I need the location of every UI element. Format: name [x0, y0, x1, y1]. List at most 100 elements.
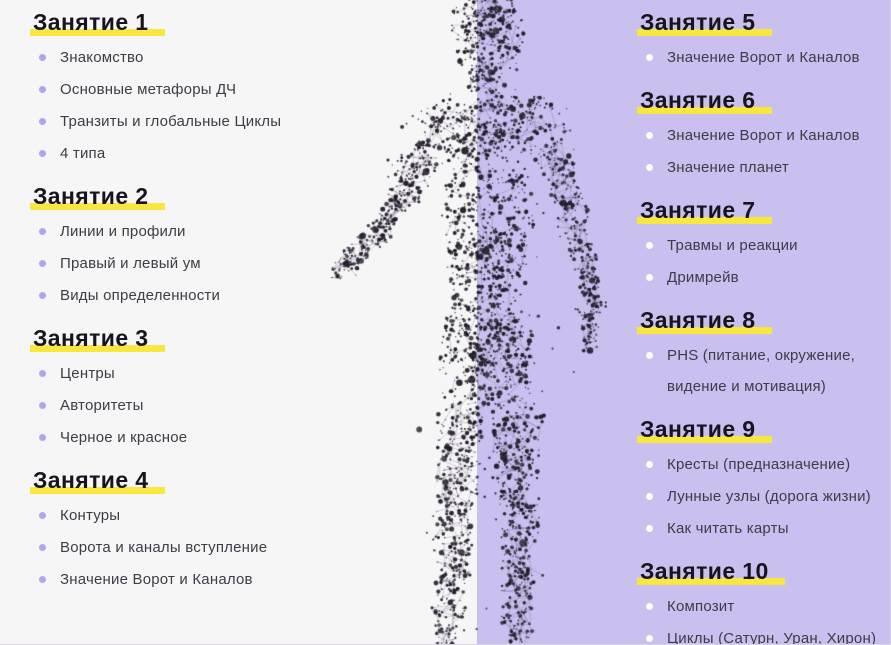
list-item-text: Циклы (Сатурн, Уран, Хирон) [667, 630, 877, 645]
list-item: Основные метафоры ДЧ [33, 74, 343, 105]
bullet-icon [39, 260, 46, 267]
lesson-title-text: Занятие 8 [637, 307, 772, 334]
lesson-title-text: Занятие 6 [637, 87, 772, 114]
list-item: Кресты (предназначение) [640, 449, 890, 480]
lessons-column-right: Занятие 5 Значение Ворот и Каналов Занят… [637, 6, 890, 645]
list-item: Значение Ворот и Каналов [640, 120, 890, 151]
lesson-title-text: Занятие 7 [637, 197, 772, 224]
bullet-icon [646, 525, 653, 532]
bullet-icon [646, 132, 653, 139]
bullet-icon [39, 292, 46, 299]
bullet-icon [39, 512, 46, 519]
list-item-text: Значение Ворот и Каналов [667, 127, 860, 144]
list-item: Контуры [33, 500, 343, 531]
bullet-icon [646, 603, 653, 610]
lesson-title-text: Занятие 1 [30, 9, 165, 36]
lesson-section: Занятие 6 Значение Ворот и Каналов Значе… [637, 84, 890, 183]
list-item-text: PHS (питание, окружение, видение и мотив… [667, 347, 855, 395]
lesson-section: Занятие 8 PHS (питание, окружение, виден… [637, 304, 890, 402]
list-item: 4 типа [33, 138, 343, 169]
list-item-text: Центры [60, 365, 115, 382]
list-item-text: Правый и левый ум [60, 255, 201, 272]
bullet-icon [646, 493, 653, 500]
lesson-item-list: Кресты (предназначение) Лунные узлы (дор… [640, 449, 890, 544]
lesson-item-list: Травмы и реакции Дримрейв [640, 230, 890, 293]
list-item-text: Знакомство [60, 49, 144, 66]
bullet-icon [646, 635, 653, 642]
list-item-text: Как читать карты [667, 520, 789, 537]
lesson-section: Занятие 2 Линии и профили Правый и левый… [30, 180, 343, 311]
bullet-icon [39, 402, 46, 409]
list-item: Значение Ворот и Каналов [640, 42, 890, 73]
bullet-icon [646, 352, 653, 359]
list-item: Значение планет [640, 152, 890, 183]
bullet-icon [39, 370, 46, 377]
list-item-text: Кресты (предназначение) [667, 456, 851, 473]
lesson-title-text: Занятие 3 [30, 325, 165, 352]
list-item: Линии и профили [33, 216, 343, 247]
bullet-icon [39, 118, 46, 125]
bullet-icon [39, 86, 46, 93]
bullet-icon [39, 54, 46, 61]
list-item: Лунные узлы (дорога жизни) [640, 481, 890, 512]
lesson-section: Занятие 5 Значение Ворот и Каналов [637, 6, 890, 73]
list-item-text: Дримрейв [667, 269, 739, 286]
list-item: Виды определенности [33, 280, 343, 311]
bullet-icon [39, 544, 46, 551]
lesson-item-list: Значение Ворот и Каналов Значение планет [640, 120, 890, 183]
list-item-text: Линии и профили [60, 223, 186, 240]
list-item: Транзиты и глобальные Циклы [33, 106, 343, 137]
lesson-section: Занятие 1 Знакомство Основные метафоры Д… [30, 6, 343, 169]
list-item: Значение Ворот и Каналов [33, 564, 343, 595]
list-item-text: Виды определенности [60, 287, 221, 304]
lesson-section: Занятие 10 Композит Циклы (Сатурн, Уран,… [637, 555, 890, 645]
bullet-icon [39, 150, 46, 157]
list-item: Композит [640, 591, 890, 622]
list-item: Черное и красное [33, 422, 343, 453]
list-item-text: Травмы и реакции [667, 237, 798, 254]
list-item: PHS (питание, окружение, видение и мотив… [640, 340, 890, 402]
list-item-text: Значение планет [667, 159, 789, 176]
lesson-item-list: Центры Авторитеты Черное и красное [33, 358, 343, 453]
bullet-icon [646, 242, 653, 249]
lessons-column-left: Занятие 1 Знакомство Основные метафоры Д… [30, 6, 343, 606]
lesson-item-list: PHS (питание, окружение, видение и мотив… [640, 340, 890, 402]
bullet-icon [39, 228, 46, 235]
bullet-icon [646, 461, 653, 468]
lesson-title-text: Занятие 9 [637, 416, 772, 443]
lesson-title-text: Занятие 10 [637, 558, 785, 585]
lesson-title: Занятие 8 [637, 304, 890, 336]
lesson-title: Занятие 7 [637, 194, 890, 226]
list-item-text: Лунные узлы (дорога жизни) [667, 488, 871, 505]
list-item: Авторитеты [33, 390, 343, 421]
list-item-text: Авторитеты [60, 397, 144, 414]
lesson-item-list: Линии и профили Правый и левый ум Виды о… [33, 216, 343, 311]
list-item-text: Контуры [60, 507, 121, 524]
bullet-icon [646, 274, 653, 281]
lesson-section: Занятие 3 Центры Авторитеты Черное и кра… [30, 322, 343, 453]
lesson-title: Занятие 3 [30, 322, 343, 354]
list-item-text: Композит [667, 598, 735, 615]
list-item: Центры [33, 358, 343, 389]
lesson-title: Занятие 10 [637, 555, 890, 587]
list-item-text: Значение Ворот и Каналов [60, 571, 253, 588]
lesson-item-list: Знакомство Основные метафоры ДЧ Транзиты… [33, 42, 343, 169]
list-item: Правый и левый ум [33, 248, 343, 279]
list-item: Ворота и каналы вступление [33, 532, 343, 563]
lesson-item-list: Контуры Ворота и каналы вступление Значе… [33, 500, 343, 595]
lesson-section: Занятие 9 Кресты (предназначение) Лунные… [637, 413, 890, 544]
list-item: Знакомство [33, 42, 343, 73]
list-item: Дримрейв [640, 262, 890, 293]
lesson-title: Занятие 6 [637, 84, 890, 116]
list-item-text: Значение Ворот и Каналов [667, 49, 860, 66]
lesson-section: Занятие 7 Травмы и реакции Дримрейв [637, 194, 890, 293]
bullet-icon [646, 54, 653, 61]
lesson-title: Занятие 4 [30, 464, 343, 496]
list-item-text: Транзиты и глобальные Циклы [60, 113, 282, 130]
list-item: Циклы (Сатурн, Уран, Хирон) [640, 623, 890, 645]
lesson-item-list: Значение Ворот и Каналов [640, 42, 890, 73]
lesson-title: Занятие 9 [637, 413, 890, 445]
list-item: Травмы и реакции [640, 230, 890, 261]
lesson-title: Занятие 1 [30, 6, 343, 38]
